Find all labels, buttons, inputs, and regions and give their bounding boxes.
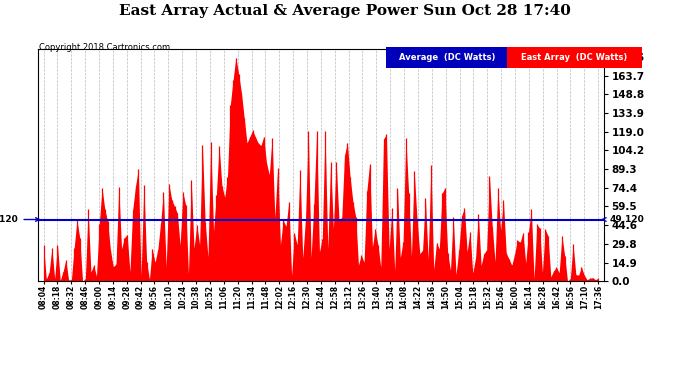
Text: 49.120: 49.120 [602,215,644,224]
Text: 49.120: 49.120 [0,215,39,224]
Text: East Array  (DC Watts): East Array (DC Watts) [522,53,627,62]
Text: Average  (DC Watts): Average (DC Watts) [399,53,495,62]
Text: Copyright 2018 Cartronics.com: Copyright 2018 Cartronics.com [39,43,170,52]
Text: East Array Actual & Average Power Sun Oct 28 17:40: East Array Actual & Average Power Sun Oc… [119,4,571,18]
